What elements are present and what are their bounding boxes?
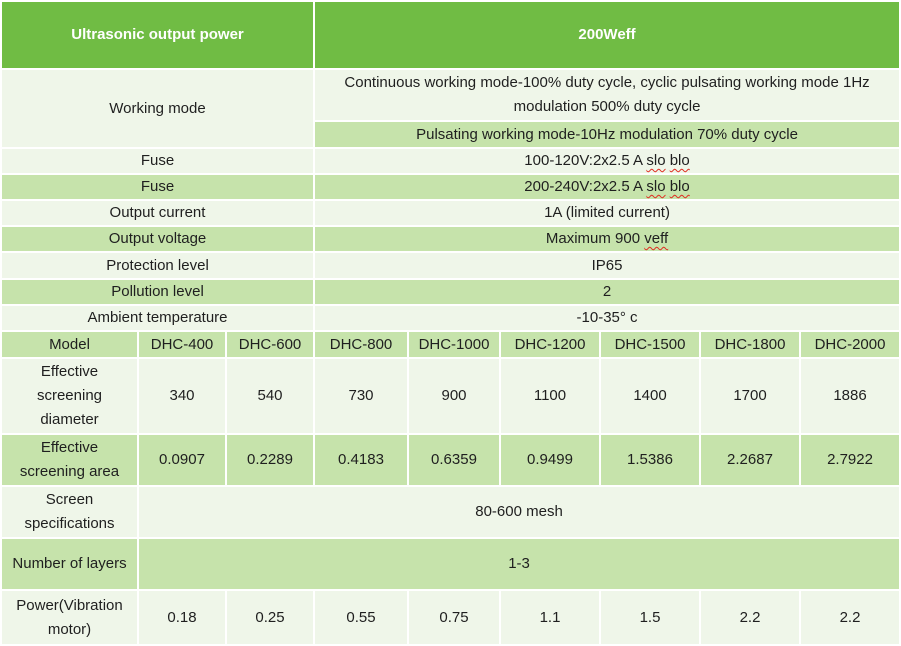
- vibration-motor-power-value: 0.25: [227, 591, 313, 644]
- row-fuse-110v: Fuse 100-120V:2x2.5 A slo blo: [2, 149, 900, 173]
- row-output-voltage: Output voltage Maximum 900 veff: [2, 227, 900, 251]
- output-current-label: Output current: [2, 201, 313, 225]
- model-dhc-400: DHC-400: [139, 332, 225, 357]
- model-dhc-800: DHC-800: [315, 332, 407, 357]
- model-label: Model: [2, 332, 137, 357]
- screening-area-value: 0.2289: [227, 435, 313, 485]
- vibration-motor-power-value: 1.5: [601, 591, 699, 644]
- screening-diameter-value: 730: [315, 359, 407, 433]
- screen-specifications-value: 80-600 mesh: [139, 487, 900, 537]
- model-dhc-1500: DHC-1500: [601, 332, 699, 357]
- model-dhc-600: DHC-600: [227, 332, 313, 357]
- fuse-220v-blo: blo: [669, 178, 690, 195]
- number-of-layers-label: Number of layers: [2, 539, 137, 589]
- protection-level-label: Protection level: [2, 253, 313, 278]
- working-mode-label: Working mode: [2, 70, 313, 147]
- output-current-value: 1A (limited current): [315, 201, 900, 225]
- row-fuse-220v: Fuse 200-240V:2x2.5 A slo blo: [2, 175, 900, 199]
- output-voltage-prefix: Maximum 900: [545, 230, 641, 247]
- row-screening-diameter: Effective screening diameter 340 540 730…: [2, 359, 900, 433]
- fuse-220v-slo: slo: [646, 178, 666, 195]
- model-dhc-1200: DHC-1200: [501, 332, 599, 357]
- row-protection-level: Protection level IP65: [2, 253, 900, 278]
- pollution-level-value: 2: [315, 280, 900, 304]
- output-voltage-veff: veff: [644, 230, 669, 247]
- fuse-220v-label: Fuse: [2, 175, 313, 199]
- fuse-220v-prefix: 200-240V:2x2.5 A: [524, 178, 643, 195]
- fuse-110v-label: Fuse: [2, 149, 313, 173]
- output-voltage-label: Output voltage: [2, 227, 313, 251]
- screening-diameter-value: 1100: [501, 359, 599, 433]
- working-mode-continuous: Continuous working mode-100% duty cycle,…: [315, 70, 900, 120]
- ambient-temperature-label: Ambient temperature: [2, 306, 313, 330]
- working-mode-pulsating: Pulsating working mode-10Hz modulation 7…: [315, 122, 900, 147]
- vibration-motor-power-value: 1.1: [501, 591, 599, 644]
- pollution-level-label: Pollution level: [2, 280, 313, 304]
- vibration-motor-power-value: 0.75: [409, 591, 499, 644]
- vibration-motor-power-value: 2.2: [801, 591, 900, 644]
- fuse-110v-blo: blo: [669, 152, 690, 169]
- screening-diameter-value: 900: [409, 359, 499, 433]
- number-of-layers-value: 1-3: [139, 539, 900, 589]
- row-output-current: Output current 1A (limited current): [2, 201, 900, 225]
- vibration-motor-power-value: 0.18: [139, 591, 225, 644]
- row-working-mode-1: Working mode Continuous working mode-100…: [2, 70, 900, 147]
- row-screening-area: Effective screening area 0.0907 0.2289 0…: [2, 435, 900, 485]
- vibration-motor-power-value: 2.2: [701, 591, 799, 644]
- screening-area-value: 2.7922: [801, 435, 900, 485]
- ambient-temperature-value: -10-35° c: [315, 306, 900, 330]
- screen-specifications-label: Screen specifications: [2, 487, 137, 537]
- fuse-110v-value: 100-120V:2x2.5 A slo blo: [315, 149, 900, 173]
- screening-diameter-value: 1400: [601, 359, 699, 433]
- row-number-of-layers: Number of layers 1-3: [2, 539, 900, 589]
- screening-area-value: 2.2687: [701, 435, 799, 485]
- fuse-110v-prefix: 100-120V:2x2.5 A: [524, 152, 643, 169]
- screening-diameter-value: 540: [227, 359, 313, 433]
- output-power-value: 200Weff: [315, 2, 900, 68]
- screening-diameter-value: 1886: [801, 359, 900, 433]
- vibration-motor-power-label: Power(Vibration motor): [2, 591, 137, 644]
- protection-level-value: IP65: [315, 253, 900, 278]
- output-voltage-value: Maximum 900 veff: [315, 227, 900, 251]
- screening-area-value: 0.6359: [409, 435, 499, 485]
- screening-area-value: 0.4183: [315, 435, 407, 485]
- row-vibration-motor-power: Power(Vibration motor) 0.18 0.25 0.55 0.…: [2, 591, 900, 644]
- row-working-mode-2: Pulsating working mode-10Hz modulation 7…: [2, 122, 900, 147]
- row-model-header: Model DHC-400 DHC-600 DHC-800 DHC-1000 D…: [2, 332, 900, 357]
- screening-area-value: 0.0907: [139, 435, 225, 485]
- screening-diameter-value: 340: [139, 359, 225, 433]
- model-dhc-1800: DHC-1800: [701, 332, 799, 357]
- header-row: Ultrasonic output power 200Weff: [2, 2, 900, 68]
- row-pollution-level: Pollution level 2: [2, 280, 900, 304]
- vibration-motor-power-value: 0.55: [315, 591, 407, 644]
- screening-diameter-value: 1700: [701, 359, 799, 433]
- ultrasonic-output-power-label: Ultrasonic output power: [2, 2, 313, 68]
- screening-area-value: 1.5386: [601, 435, 699, 485]
- screening-area-value: 0.9499: [501, 435, 599, 485]
- model-dhc-2000: DHC-2000: [801, 332, 900, 357]
- model-dhc-1000: DHC-1000: [409, 332, 499, 357]
- fuse-220v-value: 200-240V:2x2.5 A slo blo: [315, 175, 900, 199]
- screening-diameter-label: Effective screening diameter: [2, 359, 137, 433]
- fuse-110v-slo: slo: [646, 152, 666, 169]
- screening-area-label: Effective screening area: [2, 435, 137, 485]
- row-screen-specifications: Screen specifications 80-600 mesh: [2, 487, 900, 537]
- row-ambient-temperature: Ambient temperature -10-35° c: [2, 306, 900, 330]
